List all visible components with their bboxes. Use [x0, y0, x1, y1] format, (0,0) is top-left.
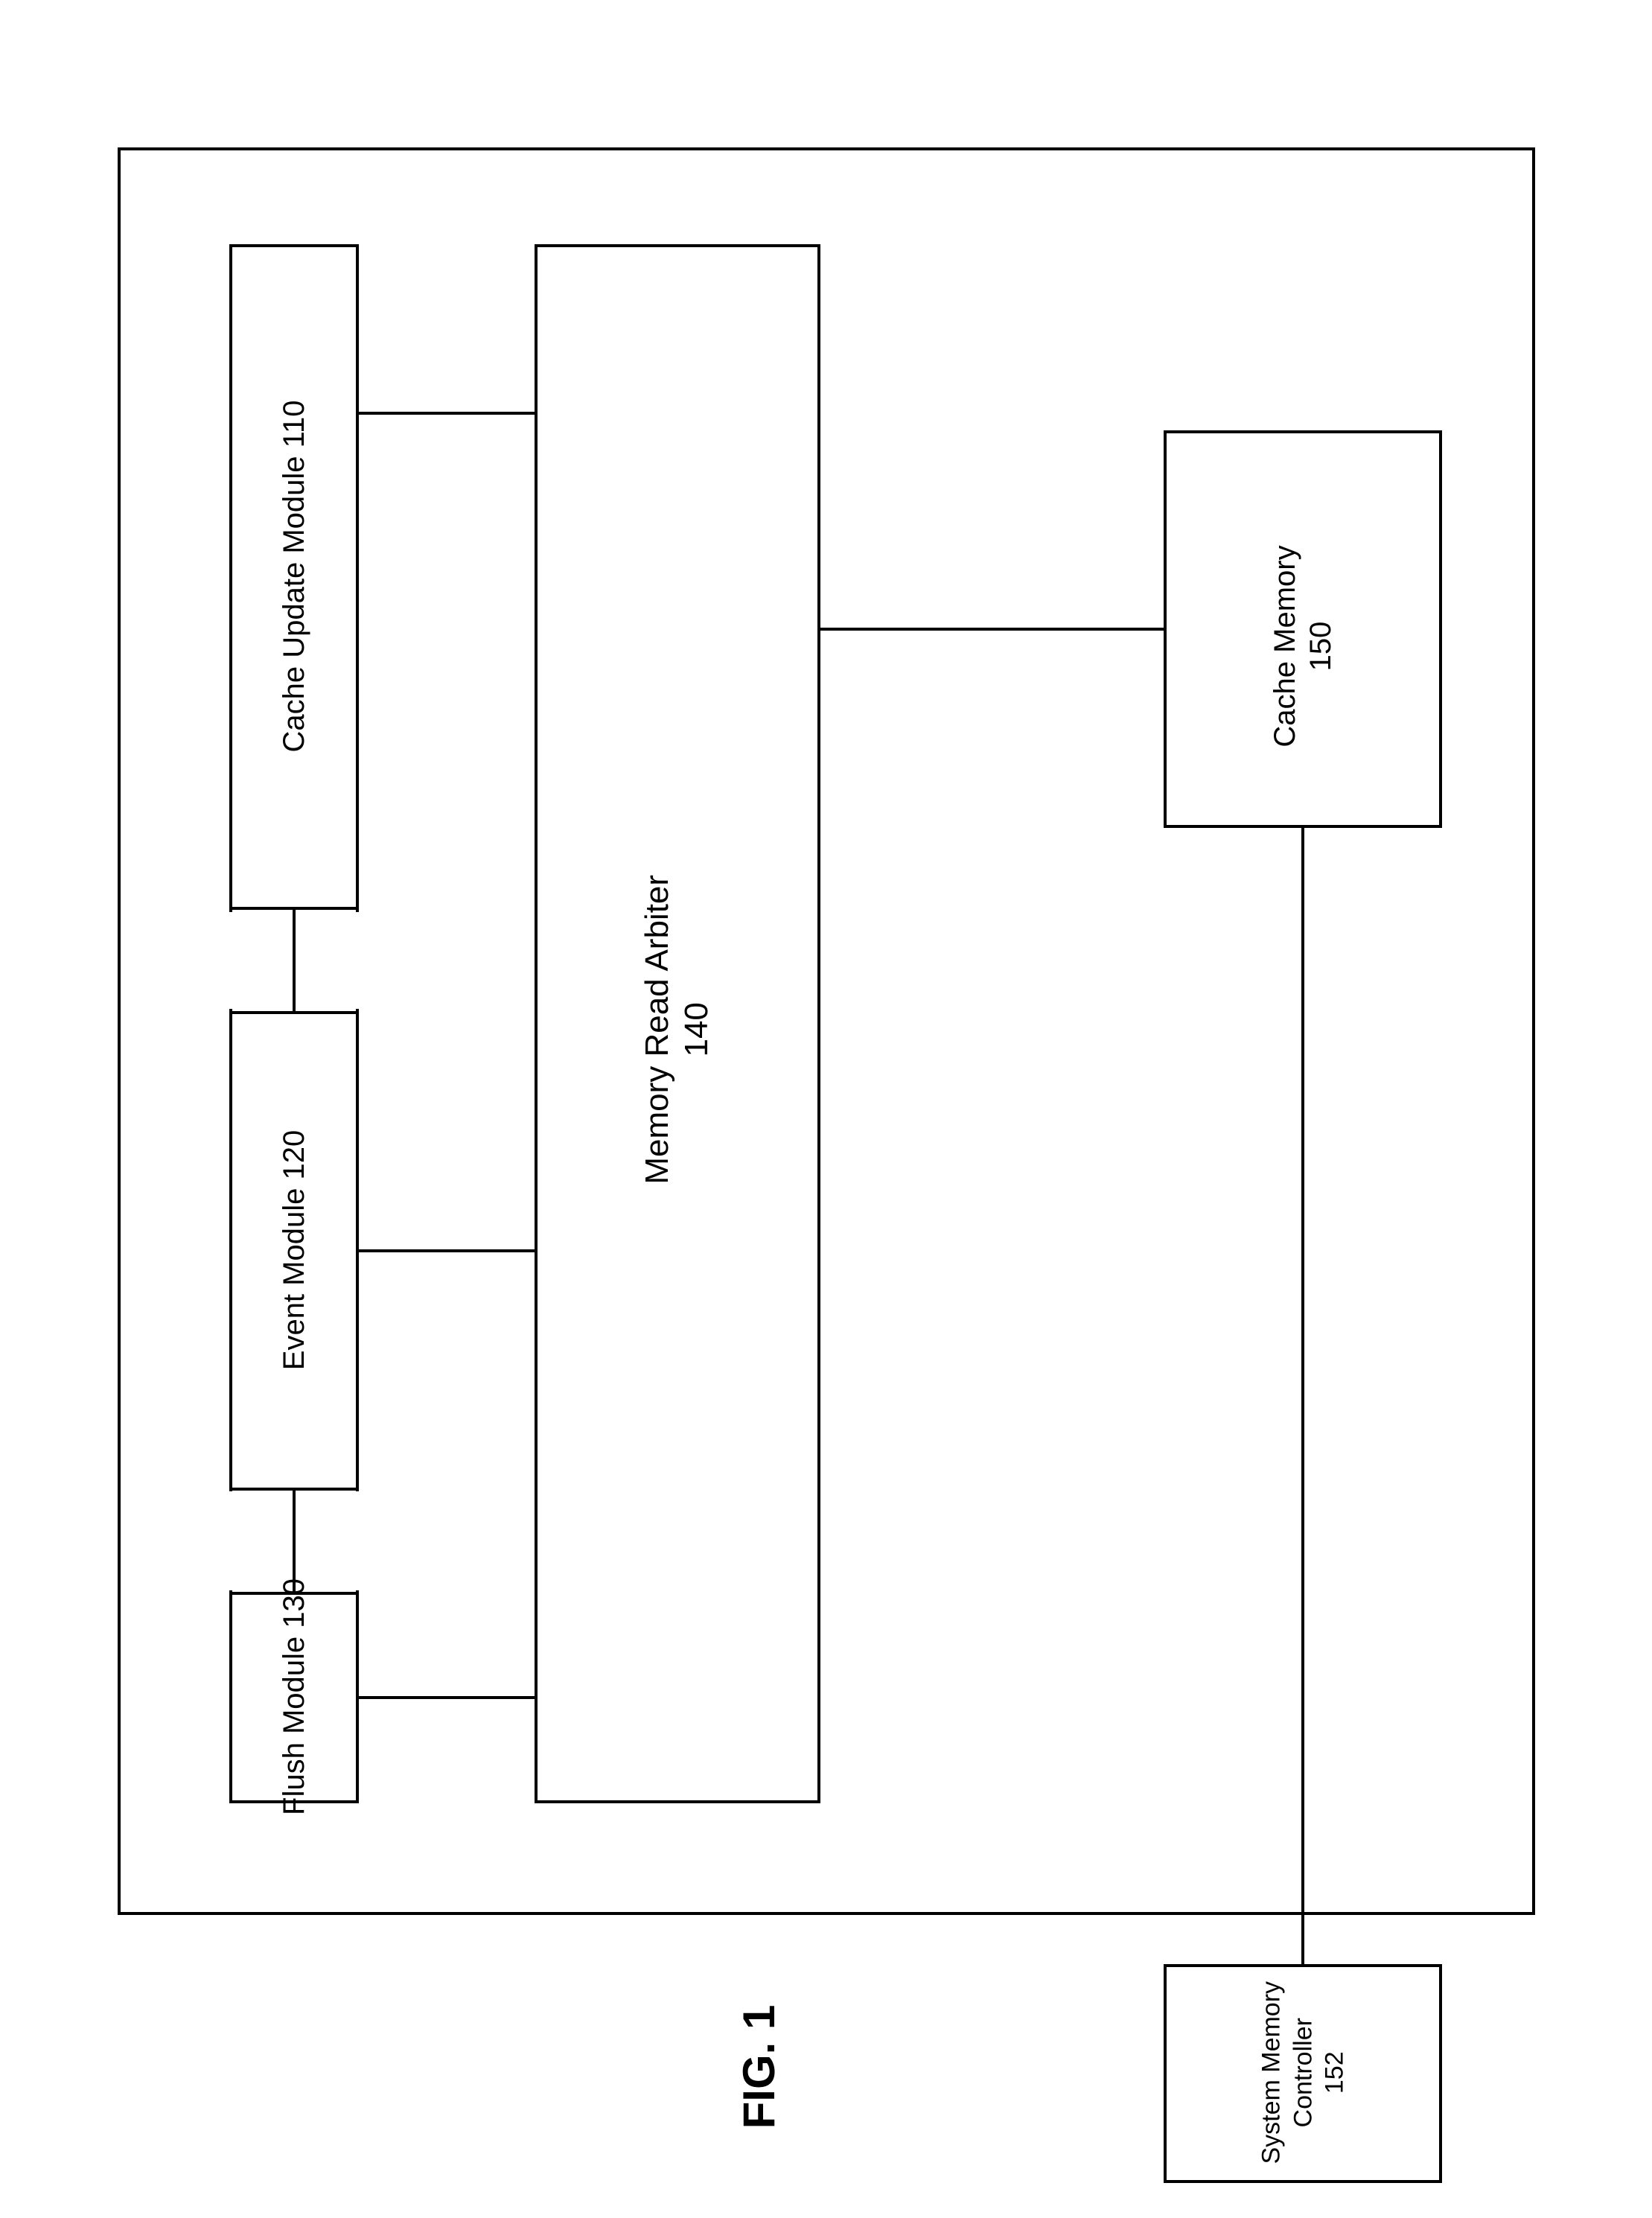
system-memory-controller-label: System Memory Controller 152 — [1255, 1928, 1350, 2218]
cache-memory-label-line1: Cache Memory — [1269, 545, 1301, 747]
cache-memory-label: Cache Memory 150 — [1267, 482, 1339, 810]
sys-mem-label-line2: Controller — [1289, 2018, 1317, 2127]
cache-memory-label-line2: 150 — [1304, 622, 1337, 672]
cache-update-module-label: Cache Update Module 110 — [276, 308, 312, 844]
figure-label: FIG. 1 — [733, 1955, 786, 2179]
memory-read-arbiter-label: Memory Read Arbiter 140 — [638, 769, 717, 1290]
memory-read-arbiter-label-line2: 140 — [678, 1002, 715, 1057]
sys-mem-label-line3: 152 — [1320, 2051, 1348, 2094]
diagram-svg — [0, 0, 1652, 2210]
flush-module-label: Flush Module 130 — [276, 1518, 312, 1876]
memory-read-arbiter-label-line1: Memory Read Arbiter — [639, 875, 675, 1185]
event-module-label: Event Module 120 — [276, 1071, 312, 1429]
sys-mem-label-line1: System Memory — [1257, 1981, 1285, 2164]
